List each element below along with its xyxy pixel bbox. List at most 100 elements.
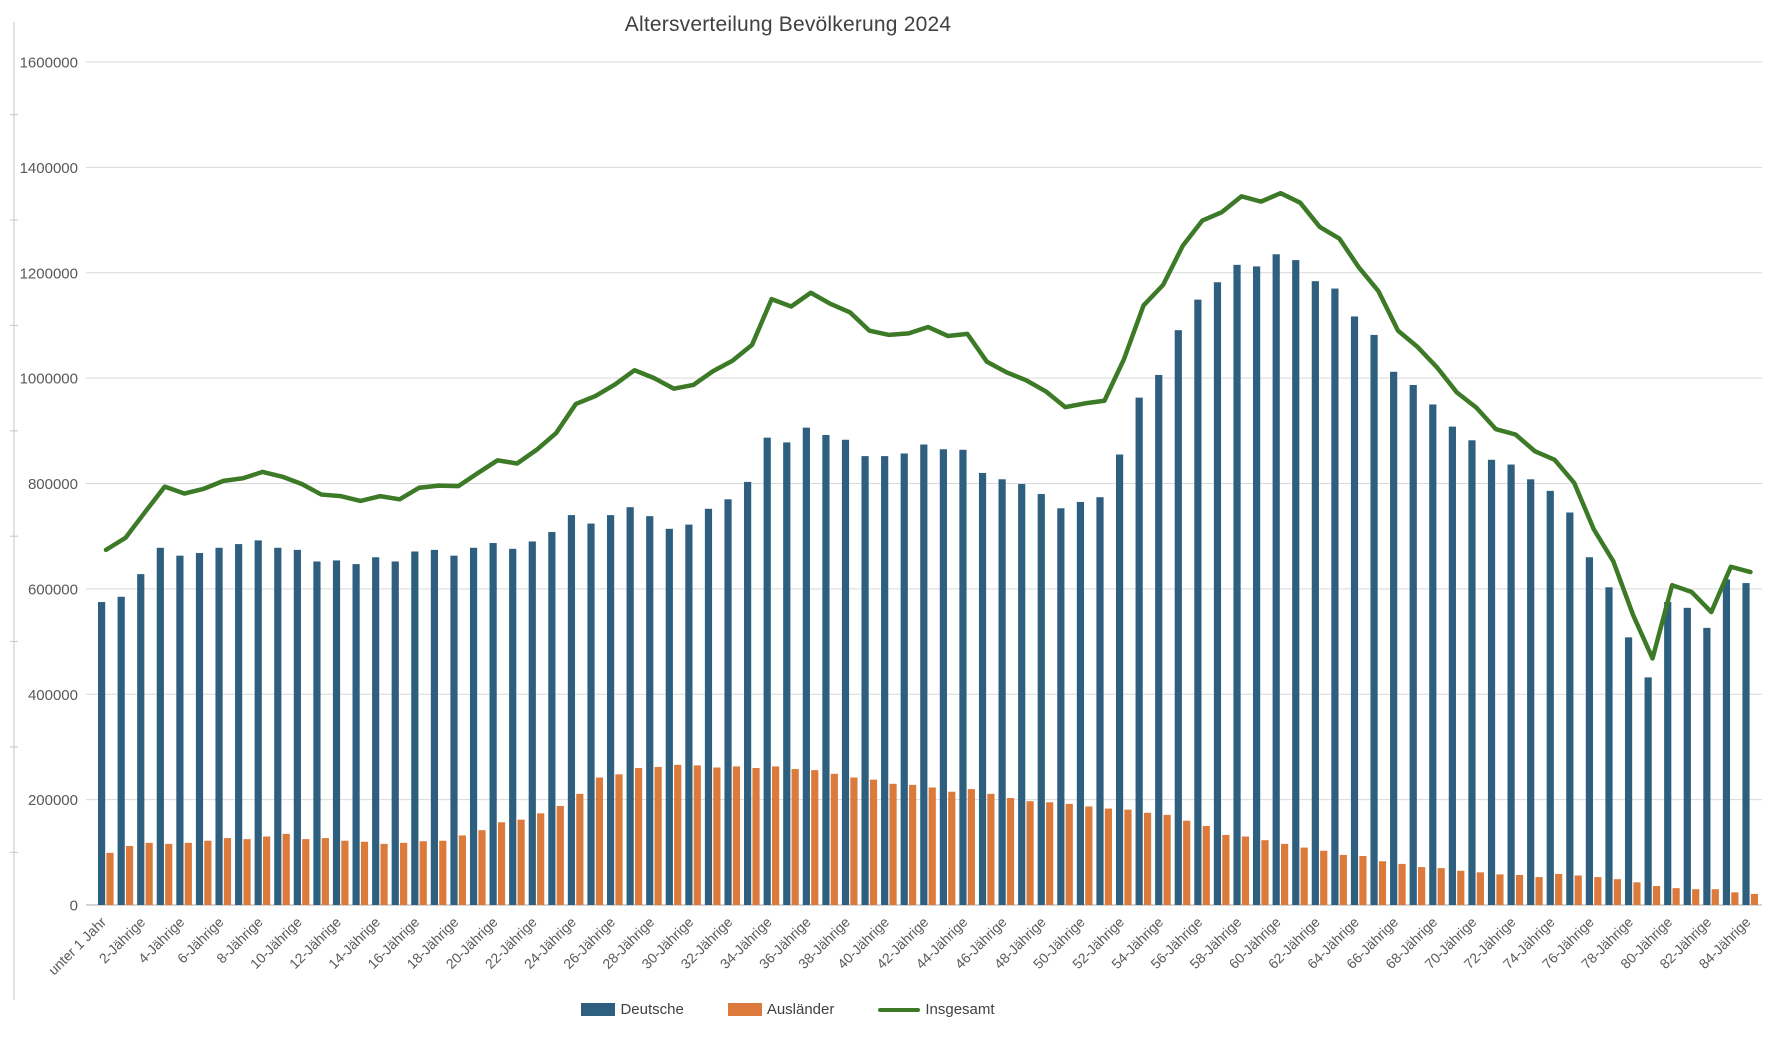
bar-deutsche [509, 548, 517, 905]
bar-ausländer [674, 764, 682, 905]
bar-deutsche [117, 596, 125, 905]
bar-ausländer [517, 819, 525, 905]
bar-ausländer [1574, 875, 1582, 905]
bar-ausländer [1496, 874, 1504, 905]
bar-deutsche [724, 499, 732, 905]
bar-deutsche [1703, 627, 1711, 905]
bar-ausländer [1437, 868, 1445, 905]
y-tick-label: 200000 [28, 792, 78, 809]
bar-ausländer [732, 766, 741, 905]
y-tick-label: 0 [70, 898, 78, 915]
bar-deutsche [1644, 677, 1652, 905]
bar-ausländer [125, 845, 134, 905]
bar-deutsche [1370, 334, 1378, 905]
bar-ausländer [556, 805, 564, 905]
x-tick-label: unter 1 Jahr [45, 914, 109, 978]
bar-deutsche [1292, 260, 1300, 906]
legend: Deutsche Ausländer Insgesamt [0, 1001, 1576, 1018]
bar-ausländer [1085, 806, 1093, 905]
bar-ausländer [1183, 820, 1191, 905]
bar-deutsche [469, 547, 478, 905]
bar-ausländer [321, 838, 329, 905]
bar-deutsche [1546, 490, 1554, 905]
bar-deutsche [352, 564, 360, 905]
bar-deutsche [1331, 288, 1339, 905]
bar-ausländer [1046, 802, 1054, 905]
bar-deutsche [195, 553, 204, 905]
y-tick-label: 1000000 [20, 371, 78, 388]
bar-ausländer [1398, 863, 1406, 905]
bar-ausländer [1339, 854, 1347, 905]
bar-deutsche [1448, 426, 1456, 905]
bar-ausländer [263, 836, 271, 905]
bar-deutsche [450, 555, 458, 905]
bar-deutsche [1194, 299, 1202, 906]
bar-ausländer [713, 767, 721, 905]
bar-deutsche [1487, 459, 1496, 905]
bar-deutsche [215, 547, 223, 905]
bar-deutsche [137, 574, 145, 905]
bar-ausländer [497, 822, 506, 905]
bar-ausländer [1261, 840, 1269, 905]
bar-deutsche [783, 442, 791, 905]
bar-ausländer [1320, 850, 1328, 905]
bar-deutsche [1742, 583, 1750, 905]
bar-deutsche [1076, 501, 1085, 905]
bar-deutsche [254, 540, 262, 905]
bar-ausländer [1535, 877, 1543, 905]
legend-label-auslaender: Ausländer [766, 1001, 835, 1018]
bar-deutsche [626, 507, 634, 905]
bar-ausländer [1633, 882, 1641, 905]
bar-ausländer [184, 842, 192, 905]
bar-deutsche [156, 547, 164, 905]
bar-deutsche [176, 555, 184, 905]
bar-deutsche [528, 541, 536, 905]
bar-ausländer [1378, 861, 1387, 905]
bar-deutsche [1605, 587, 1613, 905]
bar-deutsche [1683, 607, 1691, 905]
bar-deutsche [372, 557, 380, 905]
bar-ausländer [1711, 889, 1719, 905]
bar-deutsche [293, 549, 301, 905]
bar-ausländer [1594, 877, 1602, 905]
y-tick-label: 600000 [28, 581, 78, 598]
bar-ausländer [400, 842, 408, 905]
legend-item-auslaender: Ausländer [727, 1001, 835, 1018]
bar-ausländer [928, 787, 936, 905]
bar-ausländer [909, 784, 917, 905]
bar-deutsche [1037, 494, 1045, 905]
bar-deutsche [1429, 404, 1437, 905]
bar-ausländer [1104, 808, 1112, 905]
bar-deutsche [1468, 440, 1476, 905]
bar-deutsche [1272, 254, 1280, 905]
bar-ausländer [1750, 893, 1759, 905]
bar-ausländer [1731, 892, 1739, 905]
bar-deutsche [1566, 512, 1574, 905]
bar-ausländer [1222, 834, 1230, 905]
bar-ausländer [791, 769, 799, 905]
bar-deutsche [1155, 374, 1163, 905]
bar-deutsche [1233, 264, 1241, 905]
bar-ausländer [204, 840, 212, 905]
bar-ausländer [106, 852, 114, 905]
bar-ausländer [772, 766, 780, 905]
bar-ausländer [1476, 872, 1484, 905]
bar-deutsche [235, 544, 243, 905]
bar-ausländer [850, 777, 858, 905]
bar-ausländer [1124, 809, 1132, 905]
y-tick-label: 1400000 [20, 160, 78, 177]
bar-ausländer [869, 779, 878, 905]
bar-ausländer [654, 766, 662, 905]
bar-deutsche [1527, 479, 1535, 905]
bar-deutsche [332, 560, 341, 905]
y-tick-label: 400000 [28, 687, 78, 704]
bar-ausländer [1241, 836, 1250, 905]
y-tick-label: 800000 [28, 476, 78, 493]
bar-deutsche [1096, 497, 1104, 905]
bar-deutsche [567, 515, 576, 905]
bar-deutsche [1350, 316, 1359, 906]
bar-ausländer [1555, 873, 1563, 905]
bar-ausländer [458, 835, 466, 905]
bar-ausländer [380, 843, 388, 905]
bar-deutsche [1115, 454, 1124, 905]
